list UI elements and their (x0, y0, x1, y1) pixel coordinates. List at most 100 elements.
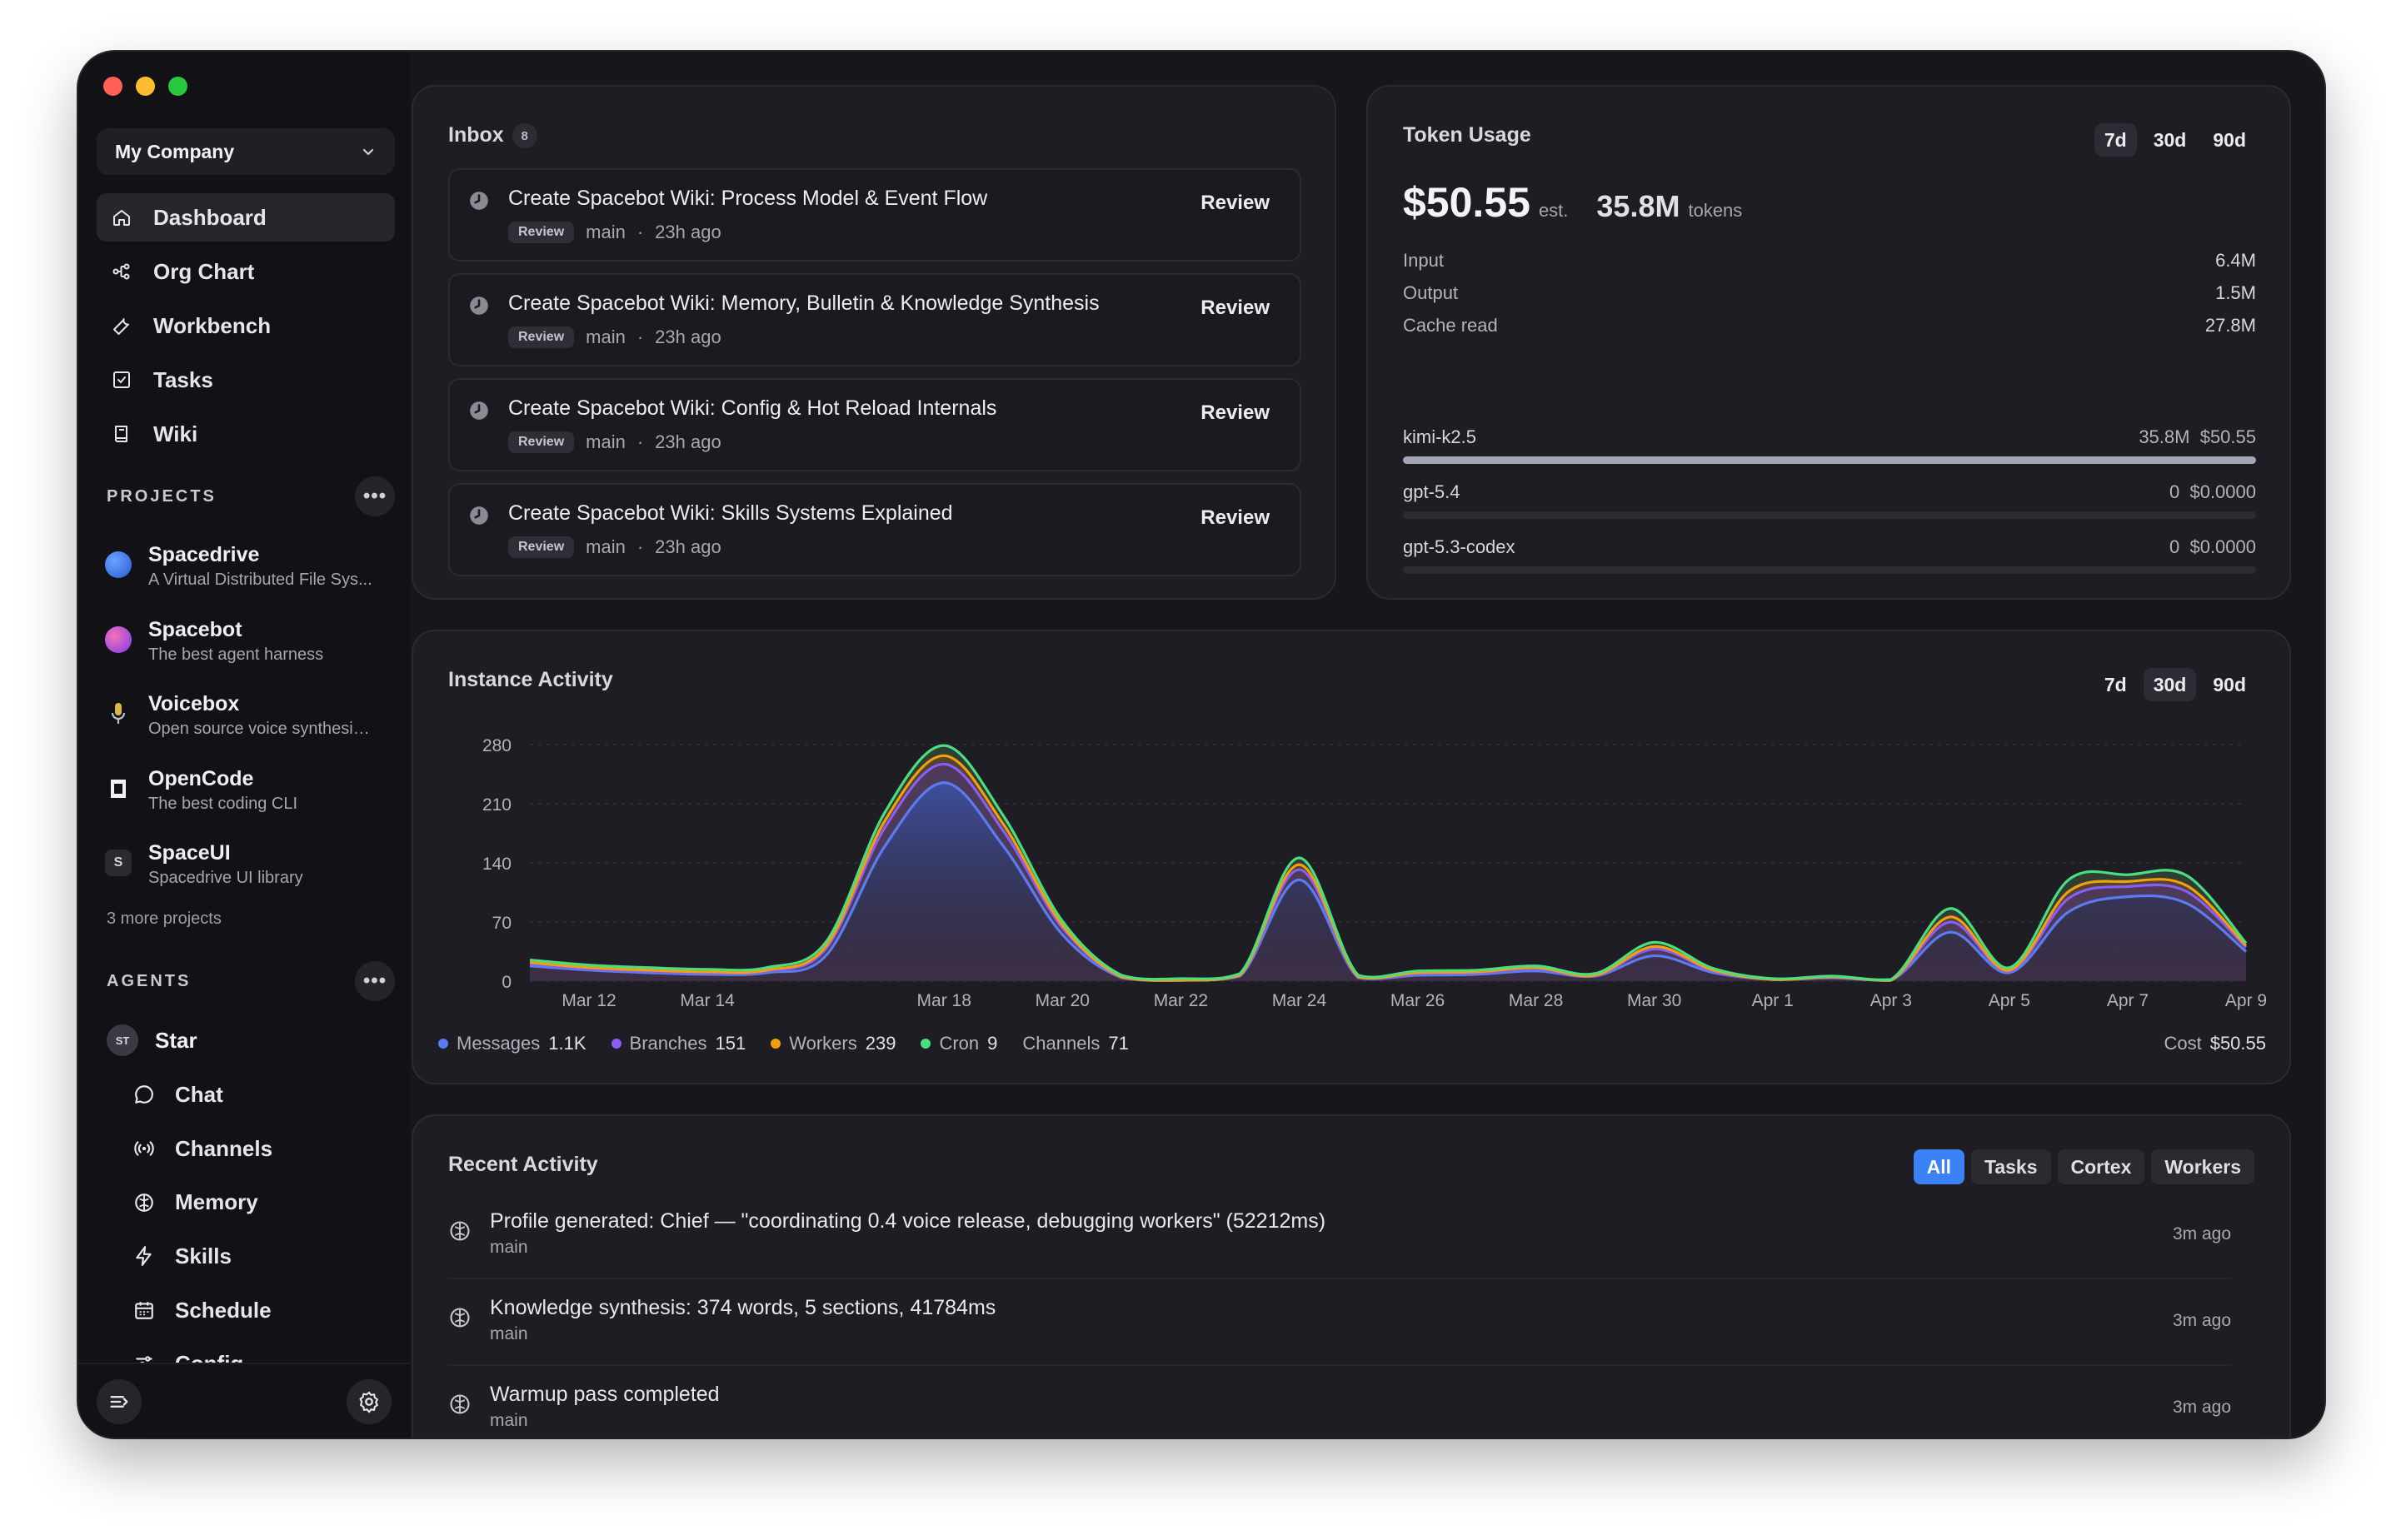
inbox-item[interactable]: Create Spacebot Wiki: Memory, Bulletin &… (448, 273, 1301, 366)
time-label: 23h ago (655, 431, 721, 452)
series-line-branches[interactable] (529, 762, 2248, 982)
range-90d-button[interactable]: 90d (2213, 128, 2246, 151)
agent-item-star[interactable]: ST Star (107, 1024, 197, 1056)
activity-row[interactable]: Knowledge synthesis: 374 words, 5 sectio… (448, 1296, 2231, 1354)
range-7d-button[interactable]: 7d (2094, 123, 2137, 157)
review-button[interactable]: Review (1200, 401, 1270, 424)
branch-label: main (586, 222, 626, 242)
filter-all-button[interactable]: All (1913, 1149, 1964, 1184)
activity-row[interactable]: Warmup pass completed main 3m ago (448, 1383, 2231, 1438)
chevron-down-icon (362, 148, 374, 156)
legend-item-branches[interactable]: Branches 151 (611, 1033, 746, 1054)
x-tick-label: Mar 12 (562, 991, 616, 1010)
nav-label: Workbench (153, 312, 272, 338)
app-window: My Company Dashboard Org Chart Workbench… (78, 52, 2324, 1438)
filter-cortex-button[interactable]: Cortex (2057, 1149, 2145, 1184)
wrench-icon (113, 318, 129, 335)
instance-activity-card: Instance Activity 7d 30d 90d 0 70 140 210 28… (412, 630, 2291, 1084)
legend-item-cron[interactable]: Cron 9 (921, 1033, 997, 1054)
project-desc: Open source voice synthesis ... (148, 720, 375, 738)
meta-separator: · (636, 536, 644, 557)
usage-label: Output (1403, 282, 1459, 303)
token-cost-summary: $50.55 est. 35.8M tokens (1403, 178, 1742, 227)
inbox-item-meta: Review main · 23h ago (508, 431, 721, 453)
project-desc: The best coding CLI (148, 794, 297, 813)
agent-nav-chat[interactable]: Chat (133, 1068, 392, 1122)
meta-separator: · (636, 222, 644, 242)
series-area-base (530, 782, 2246, 981)
filter-workers-button[interactable]: Workers (2151, 1149, 2254, 1184)
legend-label: Messages (457, 1033, 541, 1054)
book-icon (115, 426, 127, 442)
zoom-window-button[interactable] (168, 77, 187, 96)
inbox-item-meta: Review main · 23h ago (508, 326, 721, 348)
review-button[interactable]: Review (1200, 506, 1270, 529)
close-window-button[interactable] (103, 77, 122, 96)
review-button[interactable]: Review (1200, 192, 1270, 214)
inbox-item[interactable]: Create Spacebot Wiki: Skills Systems Exp… (448, 483, 1301, 576)
more-projects-link[interactable]: 3 more projects (107, 910, 222, 928)
nav-item-wiki[interactable]: Wiki (97, 410, 395, 458)
brain-icon (450, 1394, 470, 1414)
model-row-gpt-5-4: gpt-5.4 0 $0.0000 (1403, 481, 2256, 519)
x-tick-label: Apr 3 (1870, 991, 1912, 1010)
settings-button[interactable] (347, 1379, 392, 1424)
activity-branch: main (490, 1411, 528, 1430)
time-label: 23h ago (655, 222, 721, 242)
legend-item-channels[interactable]: Channels 71 (1022, 1033, 1128, 1054)
token-range-selector: 7d 30d 90d (2094, 123, 2256, 157)
legend-item-messages[interactable]: Messages 1.1K (438, 1033, 587, 1054)
agents-title: AGENTS (107, 971, 192, 990)
project-desc: Spacedrive UI library (148, 869, 303, 887)
nav-item-workbench[interactable]: Workbench (97, 302, 395, 350)
minimize-window-button[interactable] (136, 77, 155, 96)
series-area-branches (530, 764, 2246, 981)
spaceui-logo-icon: S (105, 850, 132, 876)
spacebot-logo-icon (105, 625, 132, 653)
project-item-spaceui[interactable]: S SpaceUI Spacedrive UI library (105, 833, 397, 908)
inbox-title-text: Inbox (448, 123, 504, 147)
model-name: gpt-5.3-codex (1403, 536, 1515, 557)
nav-item-tasks[interactable]: Tasks (97, 356, 395, 404)
clock-icon (470, 297, 488, 315)
nav-item-org-chart[interactable]: Org Chart (97, 247, 395, 296)
model-usage-fill (1403, 456, 2256, 464)
project-item-spacedrive[interactable]: Spacedrive A Virtual Distributed File Sy… (105, 535, 397, 610)
nav-item-dashboard[interactable]: Dashboard (97, 193, 395, 242)
instance-activity-title: Instance Activity (448, 668, 613, 691)
project-item-opencode[interactable]: OpenCode The best coding CLI (105, 759, 397, 834)
series-line-cron[interactable] (529, 744, 2248, 981)
range-7d-button[interactable]: 7d (2104, 673, 2127, 695)
time-label: 23h ago (655, 536, 721, 557)
model-cost: $0.0000 (2189, 536, 2256, 557)
x-tick-label: Mar 24 (1272, 991, 1327, 1010)
agent-nav-skills[interactable]: Skills (133, 1229, 392, 1283)
project-item-spacebot[interactable]: Spacebot The best agent harness (105, 610, 397, 685)
projects-title: PROJECTS (107, 486, 217, 506)
range-30d-button[interactable]: 30d (2153, 128, 2187, 151)
legend-item-workers[interactable]: Workers 239 (771, 1033, 896, 1054)
company-switcher[interactable]: My Company (97, 128, 395, 175)
x-tick-label: Apr 7 (2107, 991, 2149, 1010)
legend-dot (611, 1039, 621, 1049)
series-line-workers[interactable] (529, 754, 2248, 982)
activity-row[interactable]: Profile generated: Chief — "coordinating… (448, 1209, 2231, 1268)
range-30d-button[interactable]: 30d (2143, 668, 2197, 701)
x-tick-label: Apr 9 (2225, 991, 2267, 1010)
x-tick-label: Mar 22 (1154, 991, 1208, 1010)
project-item-voicebox[interactable]: Voicebox Open source voice synthesis ... (105, 684, 397, 759)
collapse-sidebar-button[interactable] (97, 1379, 142, 1424)
inbox-item[interactable]: Create Spacebot Wiki: Config & Hot Reloa… (448, 378, 1301, 471)
agent-nav-memory[interactable]: Memory (133, 1175, 392, 1229)
review-button[interactable]: Review (1200, 297, 1270, 319)
projects-more-button[interactable]: ••• (355, 476, 395, 516)
agent-nav-schedule[interactable]: Schedule (133, 1283, 392, 1338)
agent-nav-channels[interactable]: Channels (133, 1122, 392, 1176)
nav-label: Tasks (153, 366, 213, 392)
agents-more-button[interactable]: ••• (355, 961, 395, 1001)
agent-nav-label: Memory (175, 1189, 258, 1215)
y-tick-label: 0 (502, 973, 512, 992)
inbox-item[interactable]: Create Spacebot Wiki: Process Model & Ev… (448, 168, 1301, 262)
filter-tasks-button[interactable]: Tasks (1971, 1149, 2051, 1184)
range-90d-button[interactable]: 90d (2213, 673, 2246, 695)
